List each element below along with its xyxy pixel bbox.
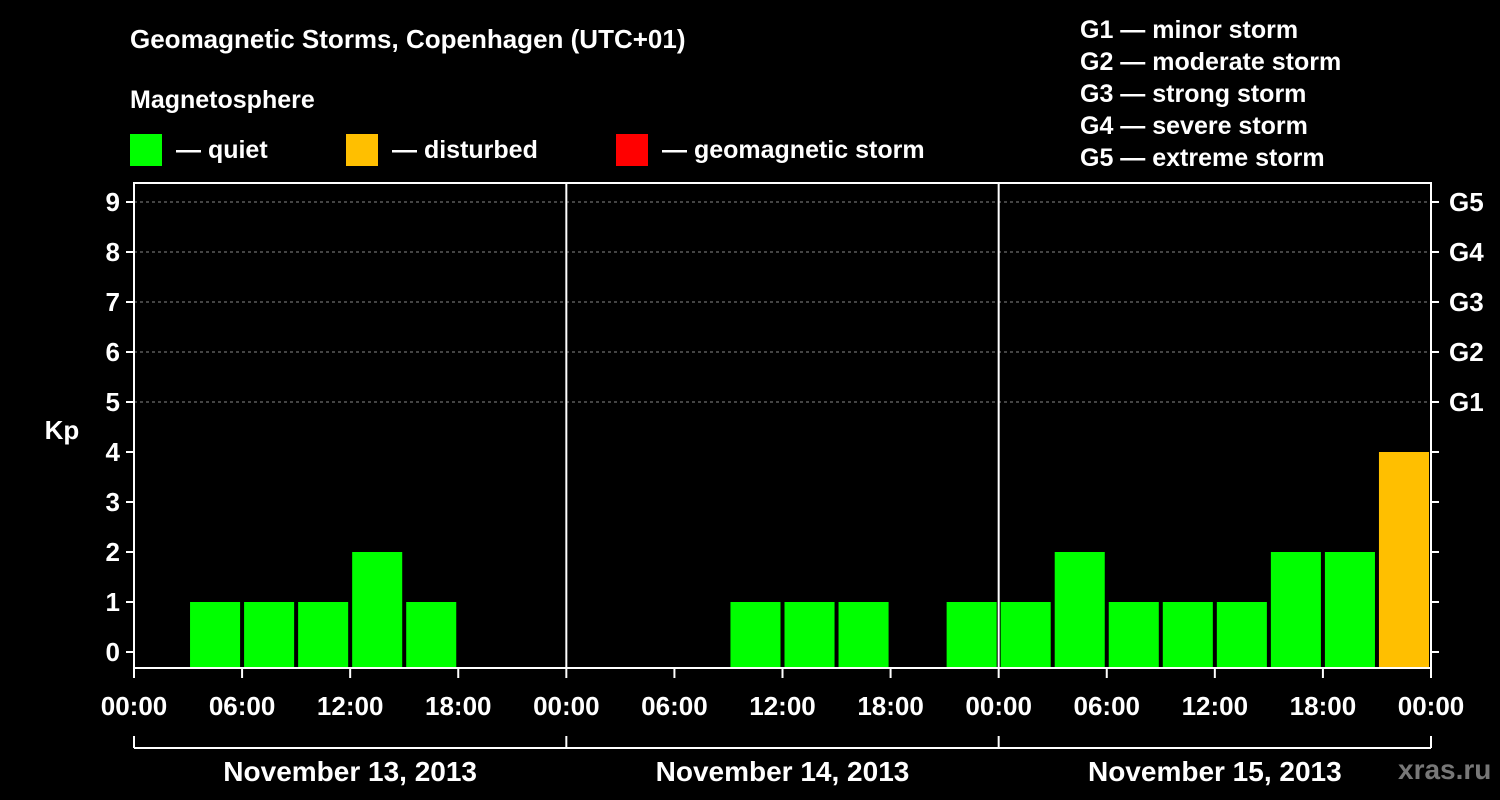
kp-bar bbox=[406, 602, 457, 668]
y-tick-label: 1 bbox=[106, 587, 120, 617]
y-tick-label: 7 bbox=[106, 287, 120, 317]
y-tick-label: 0 bbox=[106, 637, 120, 667]
x-tick-label: 18:00 bbox=[857, 691, 924, 721]
legend-storm: — geomagnetic storm bbox=[616, 134, 925, 166]
kp-bar bbox=[352, 552, 403, 668]
legend-disturbed-label: — disturbed bbox=[392, 135, 538, 164]
kp-bar bbox=[244, 602, 295, 668]
scale-g1: G1 — minor storm bbox=[1080, 16, 1299, 44]
kp-bar bbox=[784, 602, 835, 668]
x-tick-label: 06:00 bbox=[641, 691, 708, 721]
scale-g4: G4 — severe storm bbox=[1080, 112, 1308, 140]
x-tick-label: 00:00 bbox=[101, 691, 168, 721]
x-tick-label: 00:00 bbox=[965, 691, 1032, 721]
y-tick-label: 2 bbox=[106, 537, 120, 567]
y-tick-label: 8 bbox=[106, 237, 120, 267]
x-tick-label: 12:00 bbox=[749, 691, 816, 721]
kp-bar bbox=[298, 602, 349, 668]
kp-bar bbox=[1270, 552, 1321, 668]
kp-bar bbox=[838, 602, 889, 668]
y-axis-label: Kp bbox=[45, 415, 80, 445]
x-tick-label: 12:00 bbox=[317, 691, 384, 721]
x-tick-label: 00:00 bbox=[533, 691, 600, 721]
y-tick-label: 3 bbox=[106, 487, 120, 517]
kp-bar bbox=[1324, 552, 1375, 668]
x-tick-label: 00:00 bbox=[1398, 691, 1465, 721]
kp-bar bbox=[1054, 552, 1105, 668]
day-label: November 15, 2013 bbox=[1088, 756, 1342, 787]
y-tick-label: 5 bbox=[106, 387, 120, 417]
legend-disturbed: — disturbed bbox=[346, 134, 538, 166]
g-scale-label: G3 bbox=[1449, 287, 1484, 317]
x-tick-label: 06:00 bbox=[1074, 691, 1141, 721]
legend-disturbed-swatch bbox=[346, 134, 378, 166]
y-tick-label: 9 bbox=[106, 187, 120, 217]
watermark: xras.ru bbox=[1398, 754, 1492, 785]
kp-bar bbox=[1108, 602, 1159, 668]
g-scale-label: G4 bbox=[1449, 237, 1484, 267]
g-scale-label: G2 bbox=[1449, 337, 1484, 367]
day-label: November 14, 2013 bbox=[656, 756, 910, 787]
legend-storm-swatch bbox=[616, 134, 648, 166]
legend-quiet-swatch bbox=[130, 134, 162, 166]
kp-bar bbox=[1162, 602, 1213, 668]
g-scale-label: G5 bbox=[1449, 187, 1484, 217]
y-tick-label: 6 bbox=[106, 337, 120, 367]
scale-g5: G5 — extreme storm bbox=[1080, 144, 1325, 172]
x-tick-label: 12:00 bbox=[1182, 691, 1249, 721]
day-label: November 13, 2013 bbox=[223, 756, 477, 787]
storm-scale-legend: G1 — minor storm G2 — moderate storm G3 … bbox=[1080, 14, 1341, 174]
chart-title: Geomagnetic Storms, Copenhagen (UTC+01) bbox=[130, 24, 686, 54]
kp-bar bbox=[1216, 602, 1267, 668]
kp-bar bbox=[190, 602, 241, 668]
x-tick-label: 18:00 bbox=[425, 691, 492, 721]
legend-storm-label: — geomagnetic storm bbox=[662, 135, 925, 164]
legend-quiet: — quiet bbox=[130, 134, 268, 166]
kp-bar bbox=[730, 602, 781, 668]
kp-bar bbox=[946, 602, 997, 668]
plot-frame bbox=[133, 182, 1432, 669]
scale-g2: G2 — moderate storm bbox=[1080, 48, 1342, 76]
g-scale-label: G1 bbox=[1449, 387, 1484, 417]
magnetosphere-label: Magnetosphere bbox=[130, 86, 315, 114]
legend-quiet-label: — quiet bbox=[176, 135, 268, 164]
kp-bar bbox=[1378, 452, 1429, 668]
kp-bar bbox=[1000, 602, 1051, 668]
x-tick-label: 18:00 bbox=[1290, 691, 1357, 721]
x-tick-label: 06:00 bbox=[209, 691, 276, 721]
y-tick-label: 4 bbox=[106, 437, 121, 467]
scale-g3: G3 — strong storm bbox=[1080, 80, 1307, 108]
